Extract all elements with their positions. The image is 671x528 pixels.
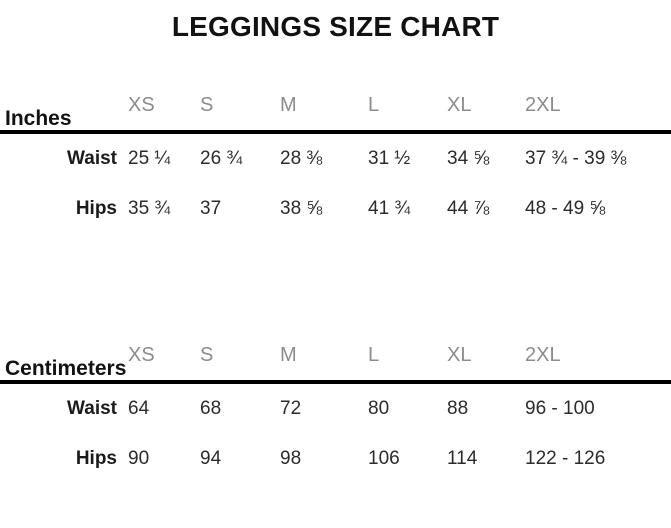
inches-header-row: Inches XS S M L XL 2XL: [0, 84, 671, 130]
centimeters-hips-row: Hips 90 94 98 106 114 122 - 126: [0, 434, 671, 484]
inches-size-header-m: M: [280, 94, 297, 116]
inches-hips-row: Hips 35 ¾ 37 38 ⅝ 41 ¾ 44 ⅞ 48 - 49 ⅝: [0, 184, 671, 234]
inches-waist-xl: 34 ⅝: [447, 148, 490, 169]
centimeters-waist-l: 80: [368, 398, 390, 419]
page-title: LEGGINGS SIZE CHART: [171, 11, 500, 42]
centimeters-size-header-2xl: 2XL: [525, 344, 561, 366]
centimeters-hips-xl: 114: [447, 448, 478, 469]
inches-waist-s: 26 ¾: [200, 148, 243, 169]
centimeters-size-header-l: L: [368, 344, 380, 366]
centimeters-hips-m: 98: [280, 448, 302, 469]
inches-waist-l: 31 ½: [368, 148, 411, 169]
centimeters-waist-s: 68: [200, 398, 222, 419]
inches-table: Inches XS S M L XL 2XL Waist 25 ¼ 26 ¾ 2…: [0, 84, 671, 234]
centimeters-waist-row: Waist 64 68 72 80 88 96 - 100: [0, 384, 671, 434]
centimeters-waist-2xl: 96 - 100: [525, 398, 595, 419]
inches-hips-2xl: 48 - 49 ⅝: [525, 198, 606, 219]
centimeters-hips-s: 94: [200, 448, 222, 469]
centimeters-hips-xs: 90: [128, 448, 150, 469]
inches-hips-s: 37: [200, 198, 222, 219]
centimeters-size-header-s: S: [200, 344, 214, 366]
centimeters-size-header-xl: XL: [447, 344, 472, 366]
inches-waist-2xl: 37 ¾ - 39 ⅜: [525, 148, 627, 169]
centimeters-waist-xl: 88: [447, 398, 469, 419]
inches-size-header-2xl: 2XL: [525, 94, 561, 116]
centimeters-waist-m: 72: [280, 398, 302, 419]
centimeters-size-header-xs: XS: [128, 344, 155, 366]
centimeters-hips-2xl: 122 - 126: [525, 448, 606, 469]
centimeters-hips-l: 106: [368, 448, 400, 469]
centimeters-waist-label: Waist: [67, 398, 117, 419]
centimeters-header-rule: [0, 380, 671, 384]
inches-size-header-l: L: [368, 94, 380, 116]
inches-hips-xl: 44 ⅞: [447, 198, 490, 219]
inches-waist-label: Waist: [67, 148, 117, 169]
inches-waist-m: 28 ⅜: [280, 148, 323, 169]
centimeters-waist-xs: 64: [128, 398, 150, 419]
centimeters-unit-label: Centimeters: [5, 357, 127, 380]
inches-header-rule: [0, 130, 671, 134]
centimeters-header-row: Centimeters XS S M L XL 2XL: [0, 334, 671, 380]
inches-waist-row: Waist 25 ¼ 26 ¾ 28 ⅜ 31 ½ 34 ⅝ 37 ¾ - 39…: [0, 134, 671, 184]
inches-hips-label: Hips: [75, 198, 117, 219]
inches-size-header-xl: XL: [447, 94, 472, 116]
inches-waist-xs: 25 ¼: [128, 148, 171, 169]
inches-size-header-xs: XS: [128, 94, 155, 116]
centimeters-table: Centimeters XS S M L XL 2XL Waist 64 68 …: [0, 334, 671, 484]
centimeters-hips-label: Hips: [75, 448, 117, 469]
inches-unit-label: Inches: [5, 107, 72, 130]
centimeters-size-header-m: M: [280, 344, 297, 366]
inches-hips-l: 41 ¾: [368, 198, 411, 219]
inches-hips-m: 38 ⅝: [280, 198, 323, 219]
inches-hips-xs: 35 ¾: [128, 198, 171, 219]
inches-size-header-s: S: [200, 94, 214, 116]
